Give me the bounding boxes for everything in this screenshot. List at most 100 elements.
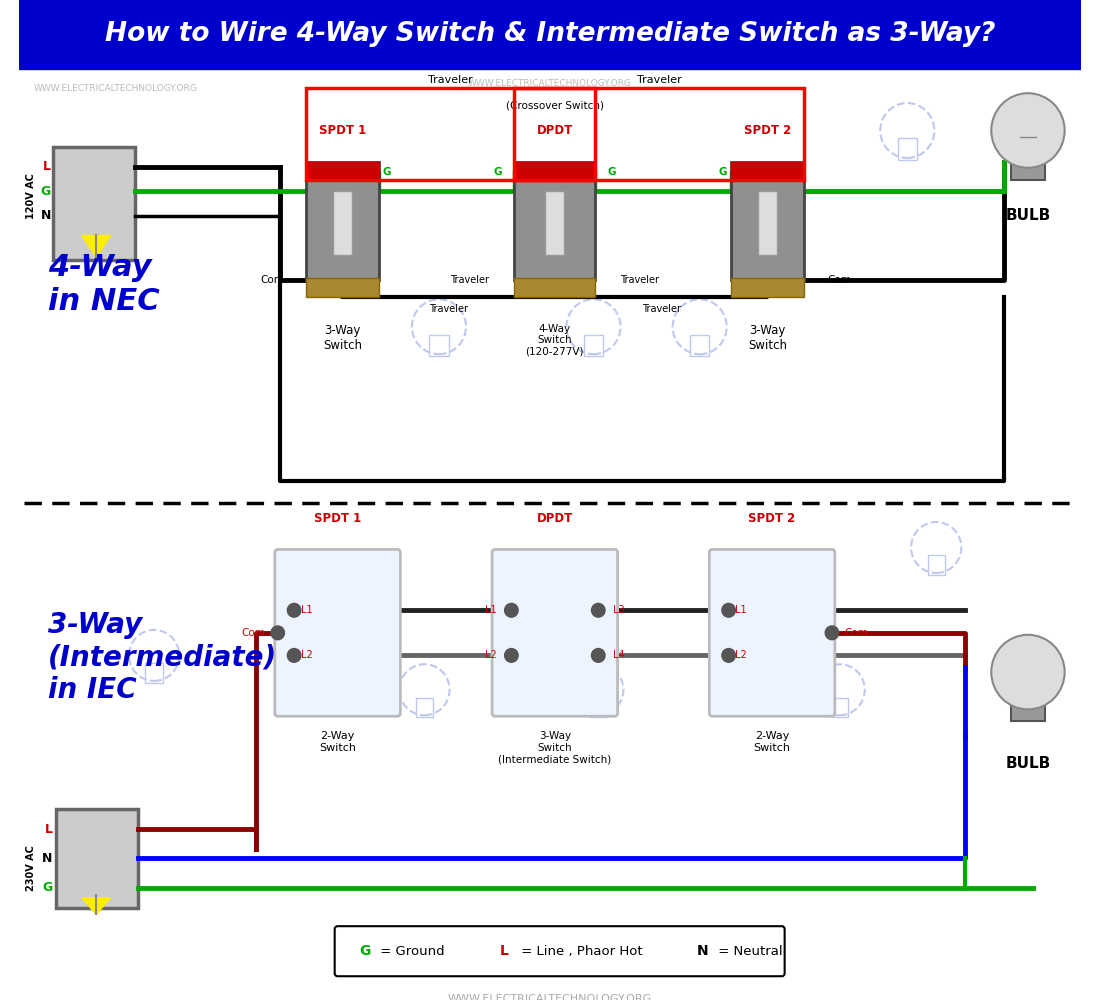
Bar [145,663,163,683]
Text: N: N [41,209,51,222]
Text: L1: L1 [485,605,497,615]
Text: Com: Com [845,628,868,638]
Text: (Crossover Switch): (Crossover Switch) [506,101,604,111]
Bar [590,698,607,717]
Bar [546,191,564,255]
Bar [416,698,433,717]
Text: G: G [359,944,371,958]
Text: G: G [41,185,51,198]
Circle shape [592,649,605,662]
Text: Com: Com [261,275,285,285]
Circle shape [991,93,1065,168]
Bar [53,147,135,260]
FancyBboxPatch shape [275,549,400,716]
Text: SPDT 1: SPDT 1 [314,512,361,525]
Bar [306,162,379,280]
Bar [332,191,352,255]
Circle shape [722,603,736,617]
Text: L1: L1 [301,605,312,615]
Bar [898,138,917,160]
Text: G: G [43,881,53,894]
Circle shape [991,635,1065,709]
Text: SPDT 2: SPDT 2 [744,124,791,137]
Text: L2: L2 [485,650,497,660]
Polygon shape [81,235,111,257]
Text: WWW.ELECTRICALTECHNOLOGY.ORG: WWW.ELECTRICALTECHNOLOGY.ORG [448,994,652,1000]
Bar [515,162,595,180]
Text: = Neutral: = Neutral [714,945,783,958]
Text: SPDT 2: SPDT 2 [748,512,795,525]
Bar [690,335,710,356]
Bar [515,162,595,280]
Text: Com: Com [241,628,265,638]
Text: DPDT: DPDT [537,124,573,137]
Text: G: G [383,167,392,177]
Bar [515,88,804,180]
Bar [306,88,595,180]
Text: L1: L1 [736,605,747,615]
Text: G: G [493,167,502,177]
Text: 2-Way
Switch: 2-Way Switch [754,731,791,753]
FancyBboxPatch shape [334,926,784,976]
Bar [19,0,1081,69]
Text: L: L [45,823,53,836]
Bar [758,191,777,255]
Circle shape [505,603,518,617]
Text: How to Wire 4-Way Switch & Intermediate Switch as 3-Way?: How to Wire 4-Way Switch & Intermediate … [104,21,996,47]
Text: = Line , Phaor Hot: = Line , Phaor Hot [517,945,656,958]
Bar [584,335,603,356]
Text: 3-Way
(Intermediate)
in IEC: 3-Way (Intermediate) in IEC [48,611,277,704]
Bar [730,162,804,180]
Bar [306,162,379,180]
Circle shape [271,626,285,640]
Circle shape [287,603,301,617]
Text: L2: L2 [736,650,747,660]
Text: Traveler: Traveler [429,304,469,314]
Text: 4-Way
in NEC: 4-Way in NEC [48,253,160,316]
Text: SPDT 1: SPDT 1 [319,124,366,137]
Bar [1011,142,1045,180]
Text: WWW.ELECTRICALTECHNOLOGY.ORG: WWW.ELECTRICALTECHNOLOGY.ORG [33,84,197,93]
Text: G: G [718,167,727,177]
Bar [19,69,1081,503]
Text: L: L [43,160,51,173]
Bar [1011,684,1045,721]
Text: L3: L3 [613,605,625,615]
Text: = Ground: = Ground [376,945,458,958]
Text: 2-Way
Switch: 2-Way Switch [319,731,356,753]
Bar [19,503,1081,981]
Text: BULB: BULB [1005,208,1050,223]
Polygon shape [81,898,111,914]
FancyBboxPatch shape [710,549,835,716]
Text: L4: L4 [613,650,625,660]
Text: 3-Way
Switch: 3-Way Switch [323,324,362,352]
Text: N: N [43,852,53,865]
Text: 3-Way
Switch: 3-Way Switch [748,324,786,352]
Circle shape [505,649,518,662]
Circle shape [722,649,736,662]
Bar [927,555,945,575]
FancyBboxPatch shape [492,549,617,716]
Text: Traveler: Traveler [641,304,681,314]
Text: 3-Way
Switch
(Intermediate Switch): 3-Way Switch (Intermediate Switch) [498,731,612,764]
Bar [306,278,379,297]
Text: Traveler: Traveler [428,75,473,85]
Text: 230V AC: 230V AC [25,845,35,891]
Text: 4-Way
Switch
(120-277V): 4-Way Switch (120-277V) [526,324,584,357]
Text: L: L [499,944,508,958]
Text: L2: L2 [301,650,312,660]
Text: 120V AC: 120V AC [25,173,35,219]
Text: Com: Com [827,275,851,285]
Circle shape [825,626,838,640]
Bar [730,278,804,297]
Bar [830,698,848,717]
Text: Traveler: Traveler [637,75,682,85]
Bar [56,809,138,908]
Text: G: G [608,167,616,177]
Circle shape [592,603,605,617]
Text: WWW.ELECTRICALTECHNOLOGY.ORG: WWW.ELECTRICALTECHNOLOGY.ORG [469,79,631,88]
Text: Traveler: Traveler [620,275,660,285]
Bar [429,335,449,356]
Text: Traveler: Traveler [450,275,490,285]
Bar [515,278,595,297]
